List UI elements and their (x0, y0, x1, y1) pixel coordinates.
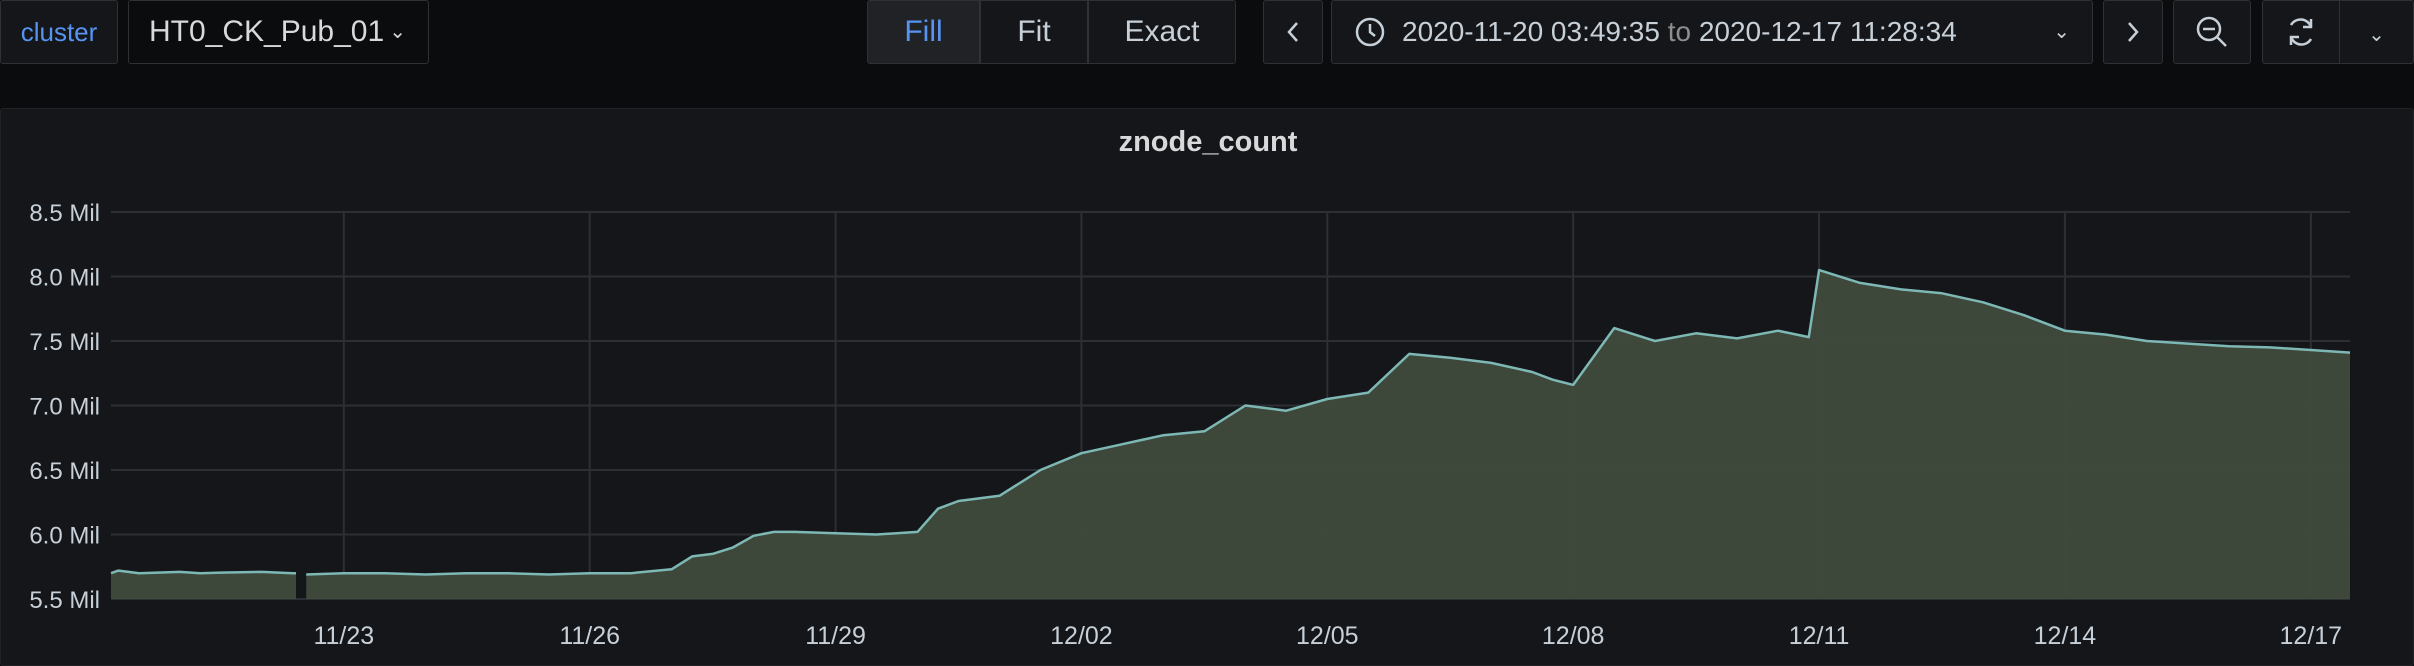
fill-mode-button[interactable]: Fill (867, 0, 980, 64)
y-tick-label: 7.5 Mil (29, 329, 100, 356)
chevron-down-icon: ⌄ (2368, 24, 2385, 46)
time-range-text: 2020-11-20 03:49:35 to 2020-12-17 11:28:… (1402, 1, 1957, 63)
x-tick-label: 12/11 (1789, 622, 1850, 650)
x-tick-label: 11/29 (805, 622, 866, 650)
x-tick-label: 12/05 (1296, 622, 1359, 650)
cluster-variable-label: cluster (0, 0, 118, 64)
chevron-right-icon (2128, 22, 2139, 42)
dashboard-toolbar: cluster HT0_CK_Pub_01 ⌄ Fill Fit Exact 2… (0, 0, 2414, 100)
x-tick-label: 12/17 (2280, 622, 2343, 650)
y-tick-label: 8.5 Mil (29, 200, 100, 227)
cluster-variable-value: HT0_CK_Pub_01 (149, 15, 385, 48)
chevron-down-icon: ⌄ (389, 21, 406, 43)
chevron-left-icon (1287, 22, 1298, 42)
x-tick-label: 12/02 (1050, 622, 1113, 650)
view-mode-group: Fill Fit Exact (867, 0, 1236, 64)
y-tick-label: 6.0 Mil (29, 523, 100, 550)
series-area-segment (306, 270, 2351, 599)
cluster-variable-select[interactable]: HT0_CK_Pub_01 ⌄ (128, 0, 429, 64)
y-tick-label: 8.0 Mil (29, 265, 100, 292)
y-tick-label: 6.5 Mil (29, 458, 100, 485)
series-line-segment (306, 268, 2351, 576)
refresh-button[interactable] (2262, 0, 2340, 64)
time-shift-forward-button[interactable] (2103, 0, 2163, 64)
panel-title[interactable]: znode_count (1118, 126, 1298, 158)
refresh-icon (2289, 18, 2313, 46)
x-tick-label: 11/26 (559, 622, 620, 650)
series-area-segment (111, 570, 296, 599)
time-range-separator: to (1667, 16, 1692, 47)
clock-icon (1355, 17, 1385, 47)
x-tick-label: 11/23 (313, 622, 374, 650)
zoom-out-icon (2196, 16, 2227, 47)
fit-mode-button[interactable]: Fit (980, 0, 1088, 64)
y-tick-label: 7.0 Mil (29, 394, 100, 421)
time-shift-back-button[interactable] (1263, 0, 1323, 64)
x-tick-label: 12/08 (1542, 622, 1605, 650)
y-tick-label: 5.5 Mil (29, 587, 100, 614)
exact-mode-button[interactable]: Exact (1088, 0, 1236, 64)
time-range-from: 2020-11-20 03:49:35 (1402, 16, 1660, 47)
series-line-segment (110, 569, 296, 575)
time-range-to: 2020-12-17 11:28:34 (1698, 16, 1957, 47)
time-range-picker[interactable]: 2020-11-20 03:49:35 to 2020-12-17 11:28:… (1331, 0, 2093, 64)
chevron-down-icon: ⌄ (2053, 21, 2070, 43)
x-tick-label: 12/14 (2034, 622, 2097, 650)
zoom-out-button[interactable] (2173, 0, 2251, 64)
